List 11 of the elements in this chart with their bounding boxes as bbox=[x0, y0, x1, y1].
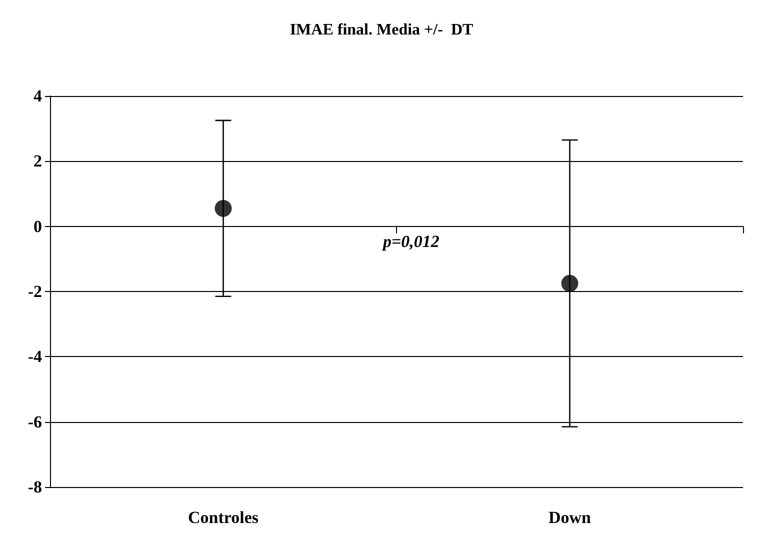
y-tick-label: 2 bbox=[34, 152, 42, 171]
x-tick-label: Down bbox=[548, 508, 592, 527]
chart-title: IMAE final. Media +/- DT bbox=[290, 22, 474, 38]
x-tick-label: Controles bbox=[188, 508, 259, 527]
y-tick-label: 4 bbox=[34, 86, 42, 106]
annotation: p=0,012 bbox=[381, 232, 440, 251]
y-tick-label: 0 bbox=[34, 216, 42, 236]
y-tick-label: -8 bbox=[28, 478, 42, 496]
y-tick-label: -6 bbox=[28, 412, 42, 432]
y-tick-label: -4 bbox=[28, 347, 42, 366]
y-tick-label: -2 bbox=[28, 282, 42, 301]
